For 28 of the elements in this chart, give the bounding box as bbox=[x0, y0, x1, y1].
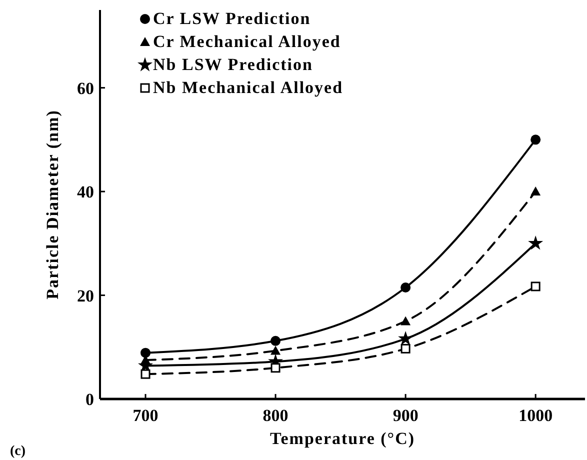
y-tick-label: 40 bbox=[77, 182, 94, 202]
legend-label: Cr Mechanical Alloyed bbox=[153, 32, 341, 51]
point bbox=[270, 363, 280, 373]
point bbox=[398, 330, 414, 346]
point bbox=[140, 369, 150, 379]
y-tick-label: 20 bbox=[77, 286, 94, 306]
point bbox=[140, 348, 151, 358]
x-tick-label: 900 bbox=[392, 406, 418, 425]
point bbox=[270, 336, 281, 346]
x-tick-label: 700 bbox=[132, 406, 158, 425]
y-axis-title: Particle Diameter (nm) bbox=[43, 110, 62, 300]
text: (c) bbox=[10, 444, 26, 459]
legend-label: Nb Mechanical Alloyed bbox=[153, 78, 344, 97]
x-axis-title: Temperature (°C) bbox=[270, 429, 416, 448]
point bbox=[400, 344, 410, 354]
point bbox=[530, 282, 540, 292]
point bbox=[528, 236, 544, 250]
point bbox=[400, 316, 411, 326]
y-tick-label: 0 bbox=[86, 390, 94, 409]
legend-label: Nb LSW Prediction bbox=[153, 55, 313, 74]
point bbox=[400, 282, 411, 292]
point bbox=[530, 186, 541, 196]
point bbox=[270, 346, 281, 355]
x-tick-label: 800 bbox=[262, 406, 288, 425]
y-tick-label: 60 bbox=[77, 78, 94, 98]
legend-label: Cr LSW Prediction bbox=[153, 9, 311, 28]
x-tick-label: 1000 bbox=[518, 406, 553, 425]
point bbox=[530, 134, 541, 145]
